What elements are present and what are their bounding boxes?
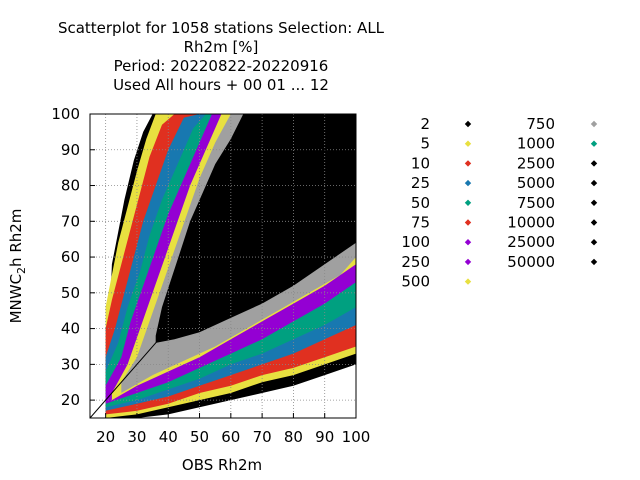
legend-entry: 5000 [517,174,598,192]
x-axis-title: OBS Rh2m [182,456,262,474]
y-tick-label: 40 [61,320,80,338]
legend-marker [464,239,472,246]
legend-marker [590,239,598,246]
legend: 2510255075100250500750100025005000750010… [401,115,598,291]
title-line-3: Period: 20220822-20220916 [114,57,329,75]
legend-label: 75 [411,214,430,232]
y-tick-label: 90 [61,141,80,159]
legend-entry: 10000 [507,214,598,232]
identity-line [89,113,357,419]
legend-label: 1000 [517,135,555,153]
legend-entry: 5 [420,135,472,153]
legend-label: 750 [526,115,555,133]
legend-marker [590,140,598,147]
legend-marker [464,219,472,226]
legend-entry: 7500 [517,194,598,212]
legend-marker [464,199,472,206]
legend-entry: 750 [526,115,598,133]
legend-marker [590,258,598,266]
x-tick-label: 30 [127,428,146,446]
x-tick-label: 60 [221,428,240,446]
x-tick-label: 20 [96,428,115,446]
legend-marker [590,120,598,128]
legend-entry: 25000 [507,233,598,251]
tick-layer: 20 30 40 50 60 70 80 90 100 20 30 40 50 60 70 80 90 100 [51,105,370,446]
legend-entry: 2500 [517,154,598,172]
legend-entry: 100 [401,233,472,251]
legend-label: 25 [411,174,430,192]
legend-marker [464,140,472,147]
legend-entry: 75 [411,214,472,232]
x-tick-label: 90 [315,428,334,446]
y-tick-label: 80 [61,177,80,195]
legend-marker [464,278,472,285]
legend-entry: 250 [401,253,472,271]
y-axis-title: MNWC2h Rh2m [7,209,28,324]
legend-label: 100 [401,233,430,251]
x-tick-label: 100 [342,428,371,446]
legend-label: 5000 [517,174,555,192]
y-tick-label: 100 [51,105,80,123]
legend-label: 2 [420,115,430,133]
title-line-2: Rh2m [%] [184,38,259,56]
legend-label: 10000 [507,214,555,232]
legend-marker [464,120,472,128]
chart-title: Scatterplot for 1058 stations Selection:… [58,19,385,94]
legend-entry: 10 [411,154,472,172]
legend-label: 50 [411,194,430,212]
legend-entry: 2 [420,115,472,133]
legend-label: 50000 [507,253,555,271]
legend-entry: 1000 [517,135,598,153]
legend-entry: 500 [401,273,472,291]
y-axis-title-end: h Rh2m [7,209,25,267]
y-tick-label: 50 [61,284,80,302]
legend-entry: 25 [411,174,472,192]
title-line-1: Scatterplot for 1058 stations Selection:… [58,19,385,37]
y-tick-label: 70 [61,212,80,230]
y-tick-label: 20 [61,391,80,409]
legend-marker [590,160,598,167]
legend-marker [464,258,472,266]
x-tick-label: 50 [190,428,209,446]
legend-entry: 50 [411,194,472,212]
legend-label: 10 [411,154,430,172]
y-tick-label: 30 [61,355,80,373]
legend-label: 250 [401,253,430,271]
y-tick-label: 60 [61,248,80,266]
x-tick-label: 70 [253,428,272,446]
legend-label: 2500 [517,154,555,172]
legend-label: 25000 [507,233,555,251]
legend-label: 7500 [517,194,555,212]
x-tick-label: 80 [284,428,303,446]
y-axis-title-main: MNWC [7,274,25,323]
x-tick-label: 40 [159,428,178,446]
legend-entry: 50000 [507,253,598,271]
title-line-4: Used All hours + 00 01 ... 12 [113,76,329,94]
legend-label: 500 [401,273,430,291]
legend-label: 5 [420,135,430,153]
plot-frame [89,113,357,419]
y-axis-title-sub: 2 [15,267,28,274]
legend-marker [590,179,598,187]
legend-marker [590,219,598,226]
legend-marker [464,179,472,187]
legend-marker [464,160,472,167]
grid-layer [90,114,356,418]
legend-marker [590,199,598,206]
